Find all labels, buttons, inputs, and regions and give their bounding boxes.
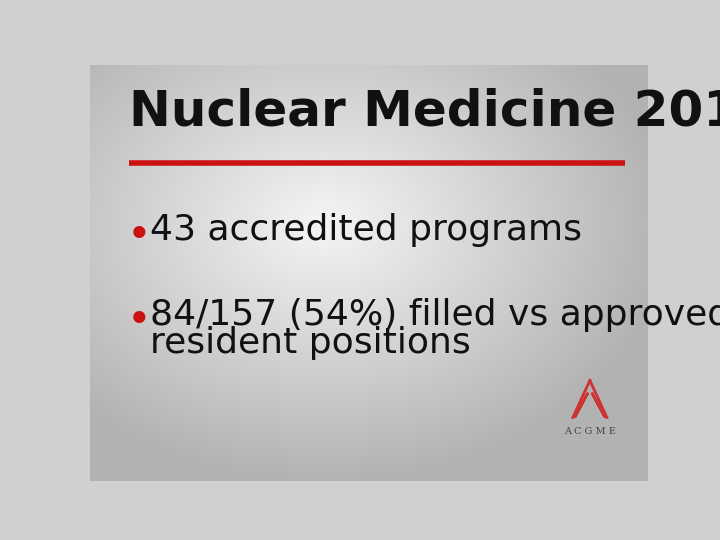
Text: •: •: [127, 300, 152, 342]
Text: resident positions: resident positions: [150, 326, 471, 360]
Text: •: •: [127, 215, 152, 257]
Text: Nuclear Medicine 2015-2016: Nuclear Medicine 2015-2016: [129, 88, 720, 136]
Text: A C G M E: A C G M E: [564, 427, 616, 436]
Text: 43 accredited programs: 43 accredited programs: [150, 213, 582, 247]
Text: 84/157 (54%) filled vs approved: 84/157 (54%) filled vs approved: [150, 298, 720, 332]
